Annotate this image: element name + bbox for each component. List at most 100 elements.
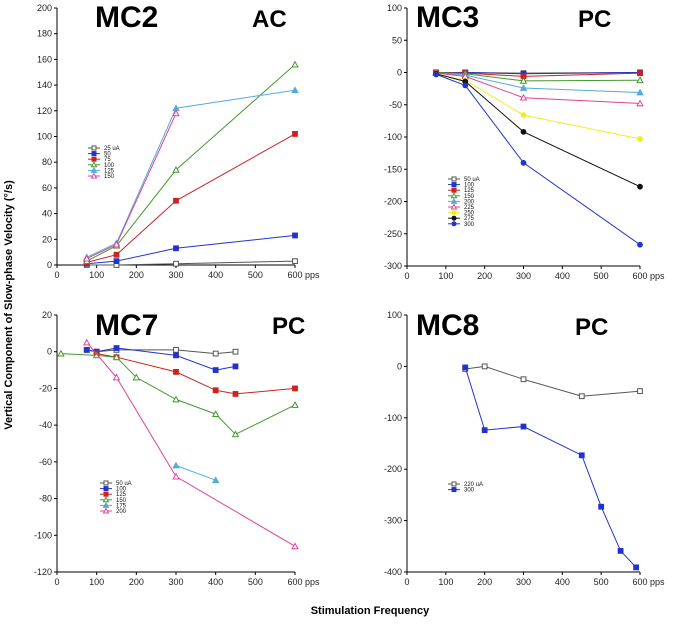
mc7-point-150 xyxy=(231,430,240,438)
mc2-x-tick-label: 200 xyxy=(129,270,144,280)
mc2-legend-label-75: 75 xyxy=(104,157,111,163)
mc7-point-125 xyxy=(292,385,298,392)
mc2-legend-marker-100 xyxy=(90,161,98,168)
mc2-point-50 xyxy=(113,258,120,265)
mc7-point-200 xyxy=(172,472,180,480)
mc2-y-tick-label: 60 xyxy=(42,183,52,193)
mc7-point-125 xyxy=(212,387,219,394)
mc2-line-75 xyxy=(86,133,296,263)
mc2-x-tick-label: 500 xyxy=(248,270,263,280)
mc7-legend-label-50-ua: 50 uA xyxy=(116,481,132,487)
mc2-series-100 xyxy=(83,60,299,265)
mc3-legend-label-100: 100 xyxy=(464,183,475,189)
mc8-point-220-ua xyxy=(578,393,585,400)
mc8-point-300 xyxy=(598,503,605,510)
mc7-legend-label-150: 150 xyxy=(116,498,127,504)
mc3-line-250 xyxy=(435,73,641,140)
mc7-legend-label-175: 175 xyxy=(116,503,127,509)
mc3-point-150 xyxy=(519,76,528,84)
mc2-legend-label-125: 125 xyxy=(104,168,115,174)
mc7-y-tick-label: -80 xyxy=(39,494,52,504)
mc7-point-150 xyxy=(57,349,65,357)
mc2-y-tick-label: 140 xyxy=(37,80,52,90)
mc3-point-225 xyxy=(519,93,528,101)
mc7-x-tick-label: 100 xyxy=(89,577,104,587)
mc2-point-150 xyxy=(172,109,180,117)
mc2-x-unit-label: pps xyxy=(305,270,320,280)
mc3-y-tick-label: -150 xyxy=(384,164,402,174)
mc8-legend-label-220-ua: 220 uA xyxy=(464,482,483,488)
mc3-x-tick-label: 400 xyxy=(555,271,570,281)
mc8-y-tick-label: -200 xyxy=(384,464,402,474)
mc8-line-220-ua xyxy=(465,365,641,397)
mc7-y-tick-label: -100 xyxy=(34,530,52,540)
x-axis-label: Stimulation Frequency xyxy=(311,605,430,617)
mc2-legend-label-100: 100 xyxy=(104,163,115,169)
mc2-legend-marker-125 xyxy=(90,166,98,173)
mc2-point-50 xyxy=(173,245,179,252)
mc8-x-tick-label: 400 xyxy=(555,577,570,587)
mc7-series-175 xyxy=(172,461,220,484)
mc7-legend-marker-100 xyxy=(103,486,109,492)
mc7-legend-marker-200 xyxy=(102,507,110,514)
mc8-point-220-ua xyxy=(637,388,643,394)
mc7-x-tick-label: 500 xyxy=(248,577,263,587)
mc7-x-tick-label: 600 xyxy=(287,577,302,587)
mc2-point-100 xyxy=(172,165,180,173)
mc8-legend-label-300: 300 xyxy=(464,488,475,494)
mc2-y-tick-label: 20 xyxy=(42,234,52,244)
mc7-line-125 xyxy=(96,353,296,395)
mc7-x-tick-label: 0 xyxy=(54,577,59,587)
mc3-x-tick-label: 200 xyxy=(477,271,492,281)
mc2-y-tick-label: 80 xyxy=(42,157,52,167)
mc8-point-300 xyxy=(578,452,585,459)
mc2-legend-marker-50 xyxy=(91,151,97,157)
mc2-x-tick-label: 400 xyxy=(208,270,223,280)
mc7-point-100 xyxy=(83,346,90,353)
mc8-legend-marker-300 xyxy=(451,487,457,493)
mc2-panel-title: MC2 xyxy=(95,1,158,34)
mc8-series-220-ua xyxy=(462,363,643,400)
mc7-x-tick-label: 200 xyxy=(129,577,144,587)
mc2-legend-label-25-ua: 25 uA xyxy=(104,146,120,152)
mc8-x-tick-label: 600 xyxy=(632,577,647,587)
mc3-x-unit-label: pps xyxy=(650,271,665,281)
mc3-y-tick-label: 50 xyxy=(392,35,402,45)
mc7-point-175 xyxy=(172,461,180,469)
mc3-legend-label-225: 225 xyxy=(464,205,475,211)
mc7-point-50-ua xyxy=(232,348,239,355)
mc3-legend-marker-125 xyxy=(451,187,457,193)
mc8-point-300 xyxy=(617,548,624,554)
mc3-legend-label-275: 275 xyxy=(464,216,475,222)
mc3-y-tick-label: -100 xyxy=(384,132,402,142)
mc7-series-150 xyxy=(57,349,299,438)
mc3-point-225 xyxy=(636,99,644,107)
mc2-point-150 xyxy=(83,254,91,262)
mc8-x-unit-label: pps xyxy=(650,577,665,587)
mc8-point-300 xyxy=(481,427,488,434)
mc2-line-150 xyxy=(86,113,177,260)
mc7-y-tick-label: -40 xyxy=(39,420,52,430)
mc7-point-100 xyxy=(113,345,120,351)
mc7-point-125 xyxy=(232,391,239,397)
mc2-condition-label: AC xyxy=(252,6,287,33)
mc3-point-300 xyxy=(520,159,527,166)
mc2-point-100 xyxy=(291,60,299,68)
mc7-x-tick-label: 400 xyxy=(208,577,223,587)
mc7-y-tick-label: -120 xyxy=(34,567,52,577)
mc3-x-tick-label: 0 xyxy=(404,271,409,281)
mc2-point-150 xyxy=(112,240,121,248)
mc2-x-tick-label: 300 xyxy=(168,270,183,280)
mc2-y-tick-label: 160 xyxy=(37,54,52,64)
mc8-point-220-ua xyxy=(520,376,527,383)
mc2-point-50 xyxy=(292,232,298,239)
mc7-point-200 xyxy=(83,338,91,346)
mc7-y-tick-label: 20 xyxy=(42,310,52,320)
mc8-point-220-ua xyxy=(481,363,488,370)
mc3-point-200 xyxy=(519,84,528,91)
mc8-x-tick-label: 100 xyxy=(438,577,453,587)
mc2-series-50 xyxy=(83,232,298,267)
mc2-x-tick-label: 0 xyxy=(54,270,59,280)
